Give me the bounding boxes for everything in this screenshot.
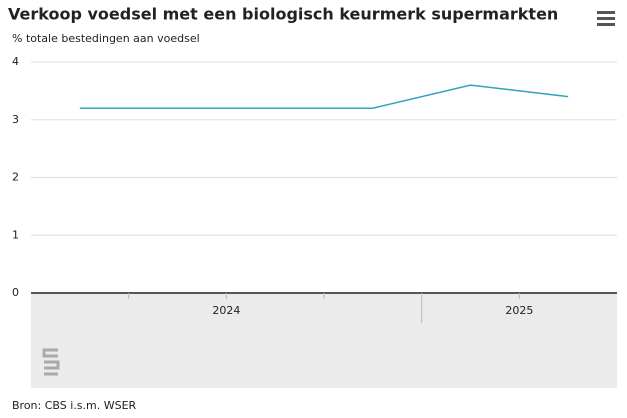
menu-button[interactable] <box>597 11 615 26</box>
menu-bar <box>597 17 615 20</box>
y-tick-label: 3 <box>12 113 19 126</box>
cbs-logo <box>42 348 60 376</box>
x-group-label: 2024 <box>212 304 240 317</box>
y-tick-label: 1 <box>12 228 19 241</box>
chart-title: Verkoop voedsel met een biologisch keurm… <box>8 5 558 24</box>
y-tick-label: 4 <box>12 55 19 68</box>
x-group-label: 2025 <box>505 304 533 317</box>
data-line <box>79 84 569 109</box>
menu-bar <box>597 11 615 14</box>
y-tick-label: 0 <box>12 286 19 299</box>
source: Bron: CBS i.s.m. WSER <box>12 399 137 412</box>
chart-subtitle: % totale bestedingen aan voedsel <box>12 32 200 45</box>
y-tick-label: 2 <box>12 171 19 184</box>
x-axis-panel <box>31 293 617 388</box>
logo-shape <box>42 348 60 376</box>
menu-bar <box>597 23 615 26</box>
